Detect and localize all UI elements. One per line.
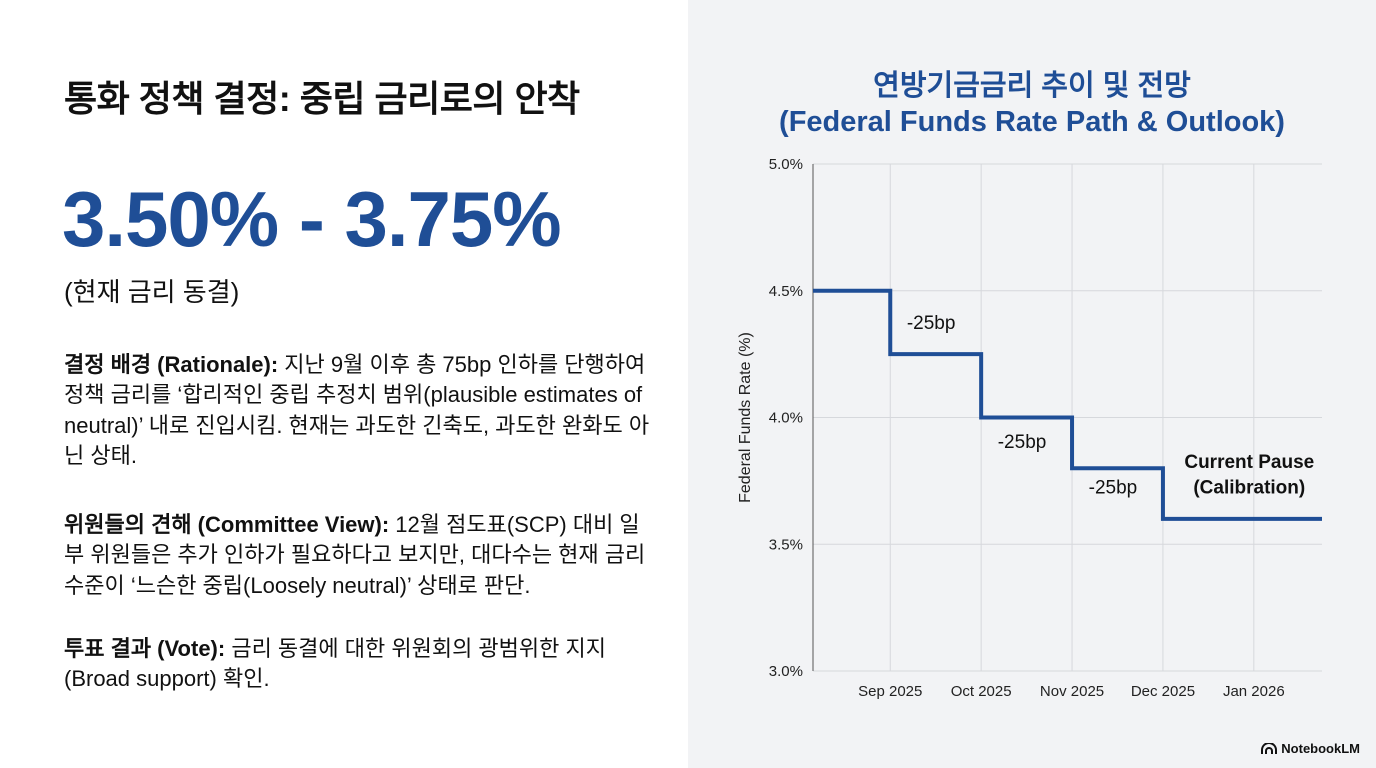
- chart-title: 연방기금금리 추이 및 전망 (Federal Funds Rate Path …: [688, 68, 1376, 141]
- rationale-label: 결정 배경 (Rationale):: [64, 352, 279, 377]
- committee-view-paragraph: 위원들의 견해 (Committee View): 12월 점도표(SCP) 대…: [64, 510, 654, 601]
- chart-annotation: Current Pause: [1184, 452, 1314, 473]
- brand-name: NotebookLM: [1281, 741, 1360, 756]
- chart-annotation: -25bp: [998, 432, 1047, 453]
- vote-label: 투표 결과 (Vote):: [64, 636, 226, 661]
- committee-view-text: 12월 점도표(SCP) 대비 일부 위원들은 추가 인하가 필요하다고 보지만…: [64, 512, 646, 598]
- chart-annotation: -25bp: [907, 313, 956, 334]
- y-axis-label: Federal Funds Rate (%): [737, 332, 754, 503]
- left-panel: 통화 정책 결정: 중립 금리로의 안착 3.50% - 3.75% (현재 금…: [62, 78, 654, 695]
- chart-annotation: -25bp: [1089, 478, 1138, 499]
- chart-annotations: -25bp -25bp -25bp Current Pause (Calibration…: [907, 313, 1314, 499]
- x-tick-label: Jan 2026: [1223, 683, 1285, 700]
- y-tick-label: 3.5%: [769, 536, 803, 553]
- chart-panel: [688, 0, 1376, 768]
- rate-status-note: (현재 금리 동결): [64, 277, 240, 307]
- rationale-paragraph: 결정 배경 (Rationale): 지난 9월 이후 총 75bp 인하를 단…: [64, 350, 654, 471]
- vote-paragraph: 투표 결과 (Vote): 금리 동결에 대한 위원회의 광범위한 지지(Bro…: [64, 634, 654, 695]
- x-tick-label: Nov 2025: [1040, 683, 1104, 700]
- series-lines: [813, 288, 1322, 521]
- chart-annotation: (Calibration): [1193, 478, 1305, 499]
- notebooklm-logo-icon: [1261, 742, 1278, 754]
- y-tick-label: 4.5%: [769, 283, 803, 300]
- x-tick-label: Dec 2025: [1131, 683, 1195, 700]
- policy-rate-range: 3.50% - 3.75%: [62, 175, 562, 263]
- x-tick-label: Sep 2025: [858, 683, 922, 700]
- notebooklm-brand: NotebookLM: [1261, 741, 1360, 756]
- y-tick-label: 3.0%: [769, 663, 803, 680]
- committee-view-label: 위원들의 견해 (Committee View):: [64, 512, 390, 537]
- x-tick-labels: Sep 2025 Oct 2025 Nov 2025 Dec 2025 Jan 2026: [858, 683, 1285, 700]
- rate-series-line: [813, 288, 1322, 521]
- y-tick-label: 4.0%: [769, 410, 803, 427]
- y-tick-label: 5.0%: [769, 156, 803, 173]
- vote-text: 금리 동결에 대한 위원회의 광범위한 지지(Broad support) 확인…: [64, 636, 606, 692]
- chart-title-line1: 연방기금금리 추이 및 전망: [873, 70, 1191, 102]
- page-title: 통화 정책 결정: 중립 금리로의 안착: [64, 78, 580, 119]
- chart-title-line2: (Federal Funds Rate Path & Outlook): [779, 106, 1285, 139]
- y-tick-labels: 3.0% 3.5% 4.0% 4.5% 5.0%: [769, 156, 803, 680]
- rationale-text: 지난 9월 이후 총 75bp 인하를 단행하여 정책 금리를 ‘합리적인 중립…: [64, 352, 650, 469]
- x-tick-label: Oct 2025: [951, 683, 1012, 700]
